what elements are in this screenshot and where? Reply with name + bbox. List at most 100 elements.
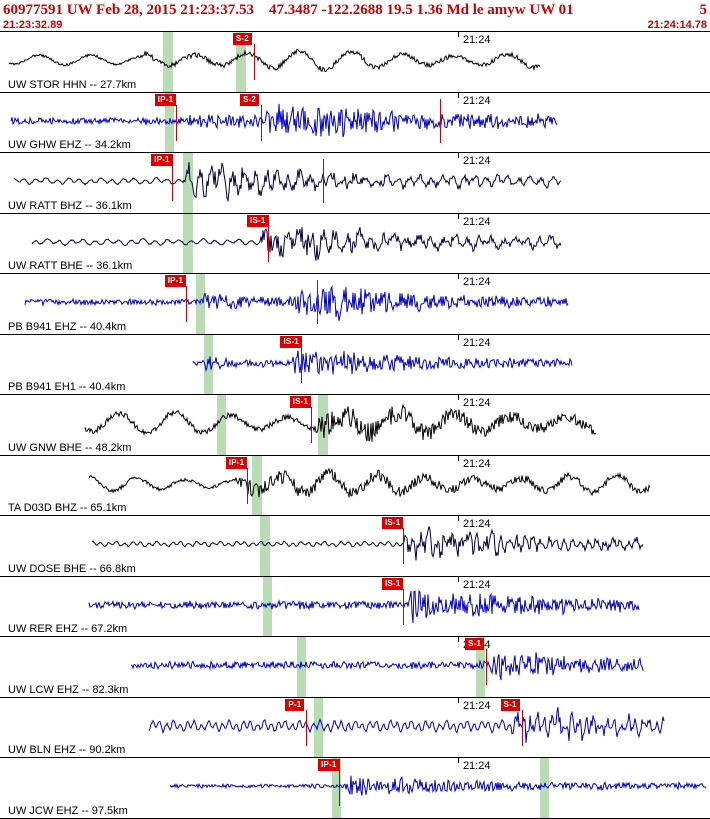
trace-panel[interactable]: 21:24 P-1 S-1 UW BLN EHZ -- 90.2km [0,697,710,758]
time-window-row: 21:23:32.89 21:24:14.78 [3,19,707,31]
seismogram-waveform[interactable] [0,516,710,576]
station-label: UW GNW BHE -- 48.2km [8,441,132,454]
window-start-time: 21:23:32.89 [3,19,63,31]
minute-tick [457,758,459,763]
minute-label: 21:24 [462,215,491,228]
minute-label: 21:24 [462,518,491,530]
station-label: UW RER EHZ -- 67.2km [8,623,128,635]
pick-line[interactable] [175,104,177,141]
pick-flag[interactable]: IP-1 [318,759,340,771]
pick-line[interactable] [402,528,404,564]
trace-panel[interactable]: 21:24 IP-1 TA D03D BHZ -- 65.1km [0,455,710,516]
pick-flag[interactable]: P-1 [285,698,305,711]
pick-line[interactable] [306,709,308,746]
pick-line[interactable] [402,588,404,625]
phase-window-band [216,395,227,455]
pick-line[interactable] [521,709,523,746]
event-summary-row: 60977591 UW Feb 28, 2015 21:23:37.53 47.… [3,2,707,19]
station-label: UW BLN EHZ -- 90.2km [8,744,126,756]
trace-panel[interactable]: 21:24 S-2 UW STOR HHN -- 27.7km [0,32,710,93]
pick-flag[interactable]: S-2 [239,93,260,106]
phase-window-band [163,32,174,92]
station-label: PB B941 EHZ -- 40.4km [8,320,126,333]
minute-tick [457,697,459,703]
pick-flag[interactable]: S-1 [465,638,485,650]
station-label: UW GHW EHZ -- 34.2km [8,139,131,151]
pick-flag[interactable]: IP-1 [154,93,177,106]
pick-flag[interactable]: IP-1 [151,154,173,166]
pick-line[interactable] [486,649,488,685]
seismogram-waveform[interactable] [0,637,710,697]
minute-label: 21:24 [462,155,491,167]
phase-window-band [203,334,213,394]
minute-tick [457,92,459,98]
pick-line[interactable] [310,407,312,443]
phase-window-band [313,697,324,757]
trace-panel[interactable]: 21:24S-1UW LCW EHZ -- 82.3km [0,637,710,698]
phase-window-band [262,576,272,636]
pick-flag[interactable]: IS-1 [280,335,302,348]
minute-tick [457,637,459,642]
minute-label: 21:24 [462,336,491,349]
trace-panel[interactable]: 21:24 IP-1 UW JCW EHZ -- 97.5km [0,758,710,819]
trace-panel[interactable]: 21:24 IS-1 UW DOSE BHE -- 66.8km [0,516,710,577]
coda-line[interactable] [440,98,442,143]
minute-tick [457,576,459,582]
window-end-time: 21:24:14.78 [647,19,707,31]
trace-page-indicator: 5 [699,2,708,18]
pick-flag[interactable]: IS-1 [381,517,404,529]
pick-flag[interactable]: IS-1 [289,396,312,408]
trace-panel[interactable]: 21:24 IS-1 UW RER EHZ -- 67.2km [0,576,710,637]
station-label: UW RATT BHZ -- 36.1km [8,199,132,212]
pick-line[interactable] [268,225,270,262]
trace-panel[interactable]: 21:24 IP-1 PB B941 EHZ -- 40.4km [0,274,710,335]
pick-line[interactable] [185,286,187,322]
seismogram-waveform[interactable] [0,93,710,153]
event-summary: 60977591 UW Feb 28, 2015 21:23:37.53 47.… [3,2,574,18]
seismogram-waveform[interactable] [0,577,710,637]
seismogram-waveform[interactable] [0,153,710,213]
station-label: TA D03D BHZ -- 65.1km [8,502,127,514]
seismogram-waveform[interactable] [0,214,710,274]
pick-flag[interactable]: IP-1 [225,456,248,469]
phase-window-band [475,637,485,697]
phase-window-band [183,213,194,273]
phase-window-band [332,758,342,818]
pick-flag[interactable]: S-2 [232,33,252,45]
minute-tick [457,395,459,400]
trace-panel[interactable]: 21:24 IS-1 PB B941 EH1 -- 40.4km [0,334,710,395]
seismogram-waveform[interactable] [0,395,710,455]
seismogram-waveform[interactable] [0,758,710,818]
trace-panel[interactable]: 21:24 IP-1 S-2 UW GHW EHZ -- 34.2km [0,92,710,153]
minute-tick [457,213,459,219]
pick-line[interactable] [339,770,341,806]
pick-line[interactable] [301,346,303,383]
seismogram-waveform[interactable] [0,32,710,92]
seismogram-waveform[interactable] [0,698,710,758]
phase-window-band [252,455,262,515]
station-label: UW LCW EHZ -- 82.3km [8,683,129,696]
seismogram-waveform[interactable] [0,456,710,516]
pick-flag[interactable]: IP-1 [164,275,187,287]
pick-line[interactable] [172,165,174,201]
seismogram-waveform[interactable] [0,335,710,395]
station-label: UW JCW EHZ -- 97.5km [8,804,128,817]
trace-panel[interactable]: 21:24 IS-1 UW RATT BHE -- 36.1km [0,213,710,274]
pick-flag[interactable]: IS-1 [381,577,404,590]
seismogram-waveform[interactable] [0,274,710,334]
coda-line[interactable] [317,280,319,324]
pick-flag[interactable]: IS-1 [247,214,269,227]
minute-label: 21:24 [462,457,491,470]
pick-flag[interactable]: S-1 [500,698,520,711]
trace-panel[interactable]: 21:24 IP-1 UW RATT BHZ -- 36.1km [0,153,710,214]
pick-line[interactable] [253,44,255,80]
minute-label: 21:24 [462,94,491,107]
station-label: PB B941 EH1 -- 40.4km [8,381,126,393]
pick-line[interactable] [246,467,248,504]
pick-line[interactable] [260,104,262,141]
coda-line[interactable] [323,159,325,203]
minute-label: 21:24 [462,34,491,46]
trace-panel[interactable]: 21:24 IS-1 UW GNW BHE -- 48.2km [0,395,710,456]
station-label: UW STOR HHN -- 27.7km [8,78,137,91]
